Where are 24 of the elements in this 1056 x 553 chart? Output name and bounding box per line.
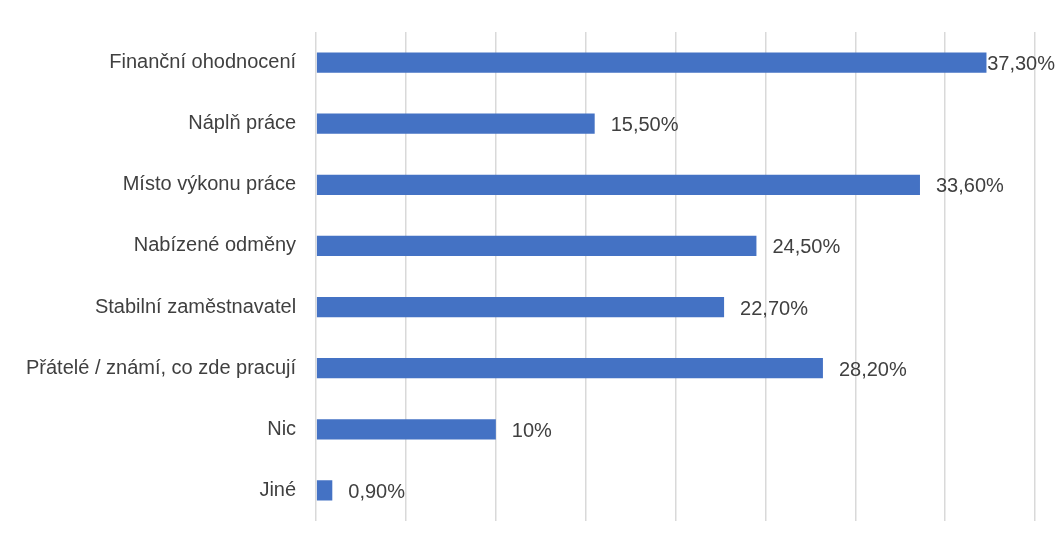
y-tick-label: Stabilní zaměstnavatel bbox=[94, 294, 297, 317]
y-tick-label: Náplň práce bbox=[188, 111, 297, 134]
data-label: 37,30% bbox=[987, 52, 1056, 75]
data-label: 33,60% bbox=[935, 174, 1005, 197]
y-tick-label: Jiné bbox=[259, 477, 297, 500]
y-tick-label: Nabízené odměny bbox=[133, 233, 297, 256]
data-label: 15,50% bbox=[610, 113, 679, 136]
bar bbox=[316, 296, 725, 318]
bar bbox=[316, 480, 333, 501]
bar bbox=[316, 419, 496, 440]
bar bbox=[316, 358, 823, 379]
y-tick-label: Finanční ohodnocení bbox=[109, 50, 297, 73]
data-label: 10% bbox=[511, 418, 553, 441]
data-label: 28,20% bbox=[838, 357, 907, 380]
bar bbox=[316, 174, 920, 195]
data-label: 22,70% bbox=[740, 296, 809, 319]
bar bbox=[316, 52, 987, 73]
data-label: 24,50% bbox=[772, 235, 841, 258]
y-tick-label: Místo výkonu práce bbox=[122, 172, 297, 195]
y-tick-label: Přátelé / známí, co zde pracují bbox=[25, 355, 297, 378]
bar bbox=[316, 113, 595, 134]
y-tick-label: Nic bbox=[267, 416, 297, 439]
data-label: 0,90% bbox=[348, 479, 406, 502]
bar bbox=[316, 235, 757, 257]
